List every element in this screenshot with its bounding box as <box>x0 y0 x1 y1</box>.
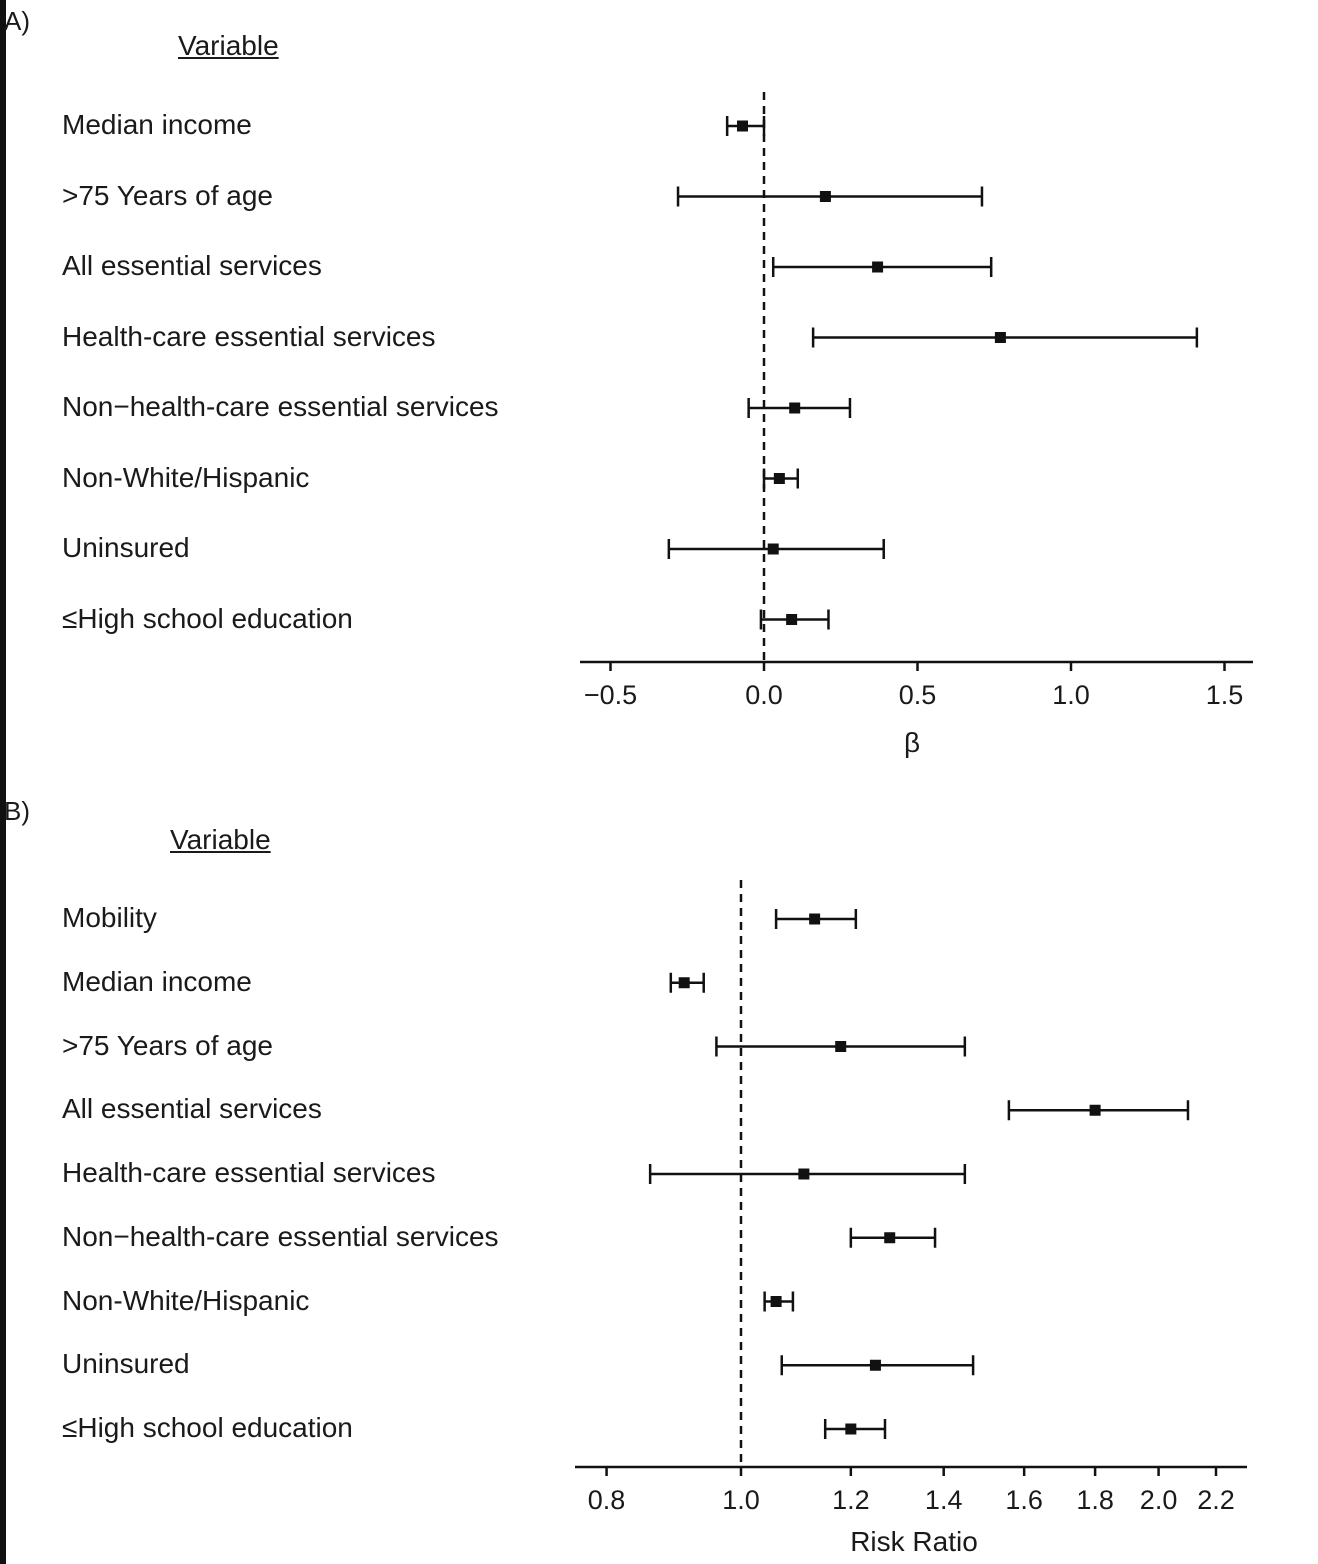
forest-row-mark <box>725 116 766 136</box>
forest-row-mark <box>1007 1100 1190 1121</box>
point-estimate <box>809 913 821 925</box>
forest-row-mark <box>763 1291 795 1312</box>
panel-a-forest-plot: −0.5 0.0 0.5 1.0 1.5 β <box>580 92 1253 758</box>
forest-row-mark <box>771 257 993 277</box>
row-label: Health-care essential services <box>62 320 436 352</box>
point-estimate <box>737 120 749 132</box>
left-edge-bar <box>0 0 6 1564</box>
point-estimate <box>869 1359 881 1371</box>
row-label: All essential services <box>62 250 322 281</box>
x-tick-label: 0.0 <box>745 680 783 710</box>
row-label: ≤High school education <box>62 602 353 634</box>
point-estimate <box>1089 1104 1101 1116</box>
row-label: ≤High school education <box>62 1412 353 1443</box>
forest-row-mark <box>774 909 858 929</box>
x-tick-label: 0.8 <box>588 1485 626 1515</box>
point-estimate <box>767 543 779 555</box>
point-estimate <box>770 1296 782 1307</box>
row-label: Non−health-care essential services <box>62 1220 499 1252</box>
forest-row-mark <box>759 609 830 630</box>
x-tick-label: 2.2 <box>1197 1485 1235 1515</box>
x-tick-label: 1.0 <box>1052 680 1090 710</box>
point-estimate <box>786 614 798 625</box>
point-estimate <box>994 332 1006 343</box>
x-tick-label: 0.5 <box>899 680 937 710</box>
point-estimate <box>678 977 690 989</box>
forest-row-mark <box>849 1227 937 1248</box>
x-tick-label: 1.2 <box>832 1485 870 1515</box>
x-tick-label: 1.0 <box>722 1485 760 1515</box>
x-tick-label: 1.8 <box>1076 1485 1114 1515</box>
forest-row-mark <box>648 1164 967 1184</box>
row-label: All essential services <box>62 1093 322 1125</box>
panel-b-forest-plot: 0.8 1.0 1.2 1.4 1.6 1.8 2.0 2.2 Risk Ratio <box>575 880 1247 1557</box>
row-label: Non-White/Hispanic <box>62 1284 310 1316</box>
x-tick-label: 1.5 <box>1206 680 1244 710</box>
point-estimate <box>773 473 785 484</box>
point-estimate <box>798 1168 810 1180</box>
panel-b-label: B) <box>4 796 30 826</box>
row-label: Non-White/Hispanic <box>62 461 310 493</box>
row-label: Median income <box>62 109 252 140</box>
row-label: Uninsured <box>62 1348 190 1380</box>
row-label: Uninsured <box>62 532 190 563</box>
row-label: >75 Years of age <box>62 179 273 211</box>
row-label: Non−health-care essential services <box>62 391 499 422</box>
point-estimate <box>819 191 831 202</box>
x-axis-title: β <box>904 727 920 758</box>
forest-row-mark <box>823 1419 887 1439</box>
x-tick-label: 2.0 <box>1140 1485 1178 1515</box>
panel-a-variable-header: Variable <box>178 30 279 61</box>
forest-row-mark <box>667 539 885 559</box>
x-tick-label: −0.5 <box>584 680 637 710</box>
forest-row-mark <box>762 468 800 489</box>
point-estimate <box>835 1041 847 1052</box>
forest-row-mark <box>669 972 705 993</box>
point-estimate <box>884 1232 896 1244</box>
point-estimate <box>845 1423 857 1435</box>
panel-a-label: A) <box>4 6 30 36</box>
forest-row-mark <box>811 327 1199 348</box>
row-label: >75 Years of age <box>62 1029 273 1061</box>
x-tick-label: 1.6 <box>1005 1485 1043 1515</box>
forest-row-mark <box>676 186 984 207</box>
x-tick-label: 1.4 <box>925 1485 963 1515</box>
point-estimate <box>789 402 801 414</box>
row-label: Health-care essential services <box>62 1157 436 1188</box>
x-axis-title: Risk Ratio <box>850 1526 978 1557</box>
forest-row-mark <box>747 398 852 418</box>
forest-row-mark <box>780 1355 975 1376</box>
forest-row-mark <box>715 1036 967 1057</box>
row-label: Mobility <box>62 902 157 933</box>
point-estimate <box>872 261 884 273</box>
row-label: Median income <box>62 965 252 997</box>
panel-b-variable-header: Variable <box>170 824 271 855</box>
